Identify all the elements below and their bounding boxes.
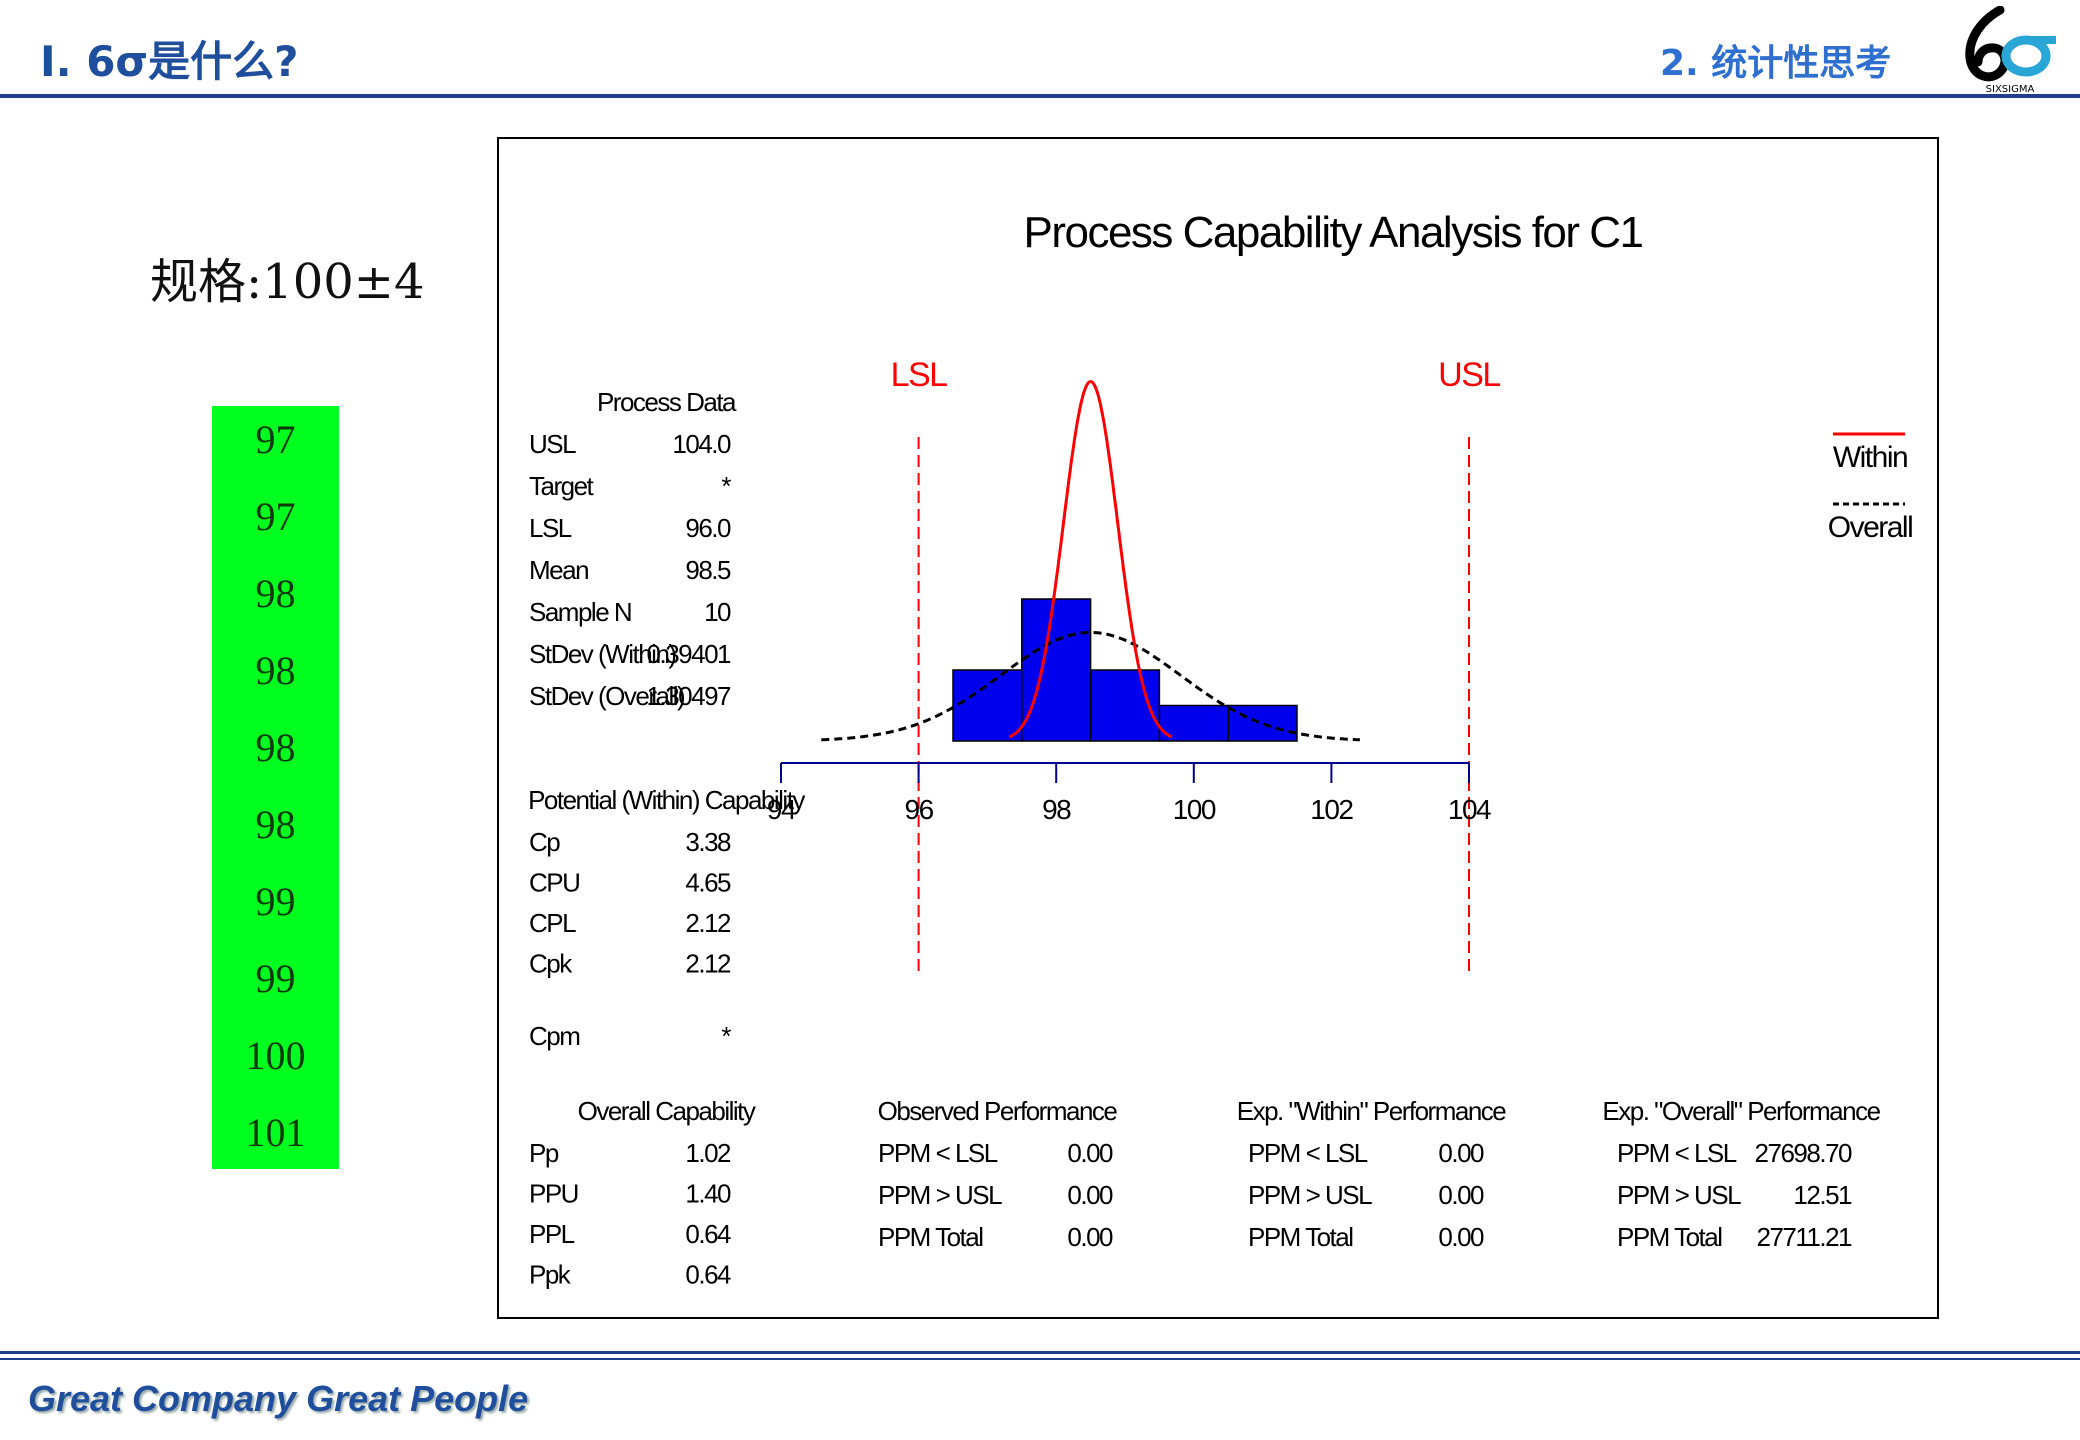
data-value: 98 (255, 802, 296, 847)
performance-table-heading: Exp. "Within" Performance (1237, 1096, 1507, 1126)
data-value: 98 (255, 571, 296, 616)
legend-overall-label: Overall (1828, 511, 1913, 544)
potential-capability-value: 4.65 (685, 868, 731, 898)
usl-label: USL (1438, 356, 1500, 394)
performance-table-value: 0.00 (1067, 1222, 1113, 1252)
performance-table-value: 27711.21 (1756, 1222, 1852, 1252)
overall-capability-label: PPU (529, 1179, 578, 1209)
process-data-value: 98.5 (685, 555, 731, 585)
overall-capability-label: Ppk (529, 1260, 572, 1290)
potential-capability-label: Cp (529, 827, 560, 857)
footer-divider (0, 1351, 2080, 1354)
data-value: 99 (255, 956, 296, 1001)
process-data-value: 104.0 (672, 429, 731, 459)
overall-capability-label: Pp (529, 1138, 559, 1168)
histogram-bar (952, 669, 1023, 742)
capability-chart-frame: Process Capability Analysis for C1 LSL U… (497, 137, 1939, 1319)
slide-section-title: Ⅰ. 6σ是什么? (40, 37, 299, 86)
performance-table-label: PPM < LSL (1248, 1138, 1368, 1168)
x-axis-tick-label: 102 (1310, 794, 1353, 825)
process-data-heading: Process Data (597, 387, 737, 417)
six-sigma-logo: SIXSIGMA (1965, 6, 2056, 94)
process-data-label: StDev (Within) (529, 639, 676, 669)
performance-table-value: 27698.70 (1755, 1138, 1852, 1168)
potential-capability-value: 2.12 (685, 949, 731, 979)
overall-capability-value: 0.64 (685, 1260, 731, 1290)
data-value: 98 (255, 648, 296, 693)
potential-capability-value: 2.12 (685, 908, 731, 938)
process-data-value: * (721, 471, 731, 501)
overall-curve (821, 631, 1360, 742)
potential-capability-label: Cpk (529, 949, 573, 979)
process-data-value: 1.30497 (647, 681, 732, 711)
data-value: 101 (245, 1110, 306, 1155)
overall-capability-label: PPL (529, 1219, 575, 1249)
x-axis-tick-label: 94 (767, 794, 796, 825)
process-data-label: Mean (529, 555, 588, 585)
histogram-bar (1227, 704, 1298, 742)
legend-within-label: Within (1833, 441, 1907, 474)
performance-table-label: PPM > USL (1617, 1180, 1741, 1210)
performance-table-value: 0.00 (1067, 1138, 1113, 1168)
x-axis-tick-label: 98 (1042, 794, 1071, 825)
slide-subsection-title: 2. 统计性思考 (1660, 43, 1892, 84)
within-curve (1008, 380, 1173, 739)
potential-capability-heading: Potential (Within) Capability (528, 785, 805, 815)
data-column: 97 97 98 98 98 98 99 99 100 101 (212, 406, 339, 1169)
footer-divider-thin (0, 1358, 2080, 1360)
performance-table-heading: Exp. "Overall" Performance (1602, 1096, 1880, 1126)
spec-label: 规格:100±4 (150, 254, 425, 310)
process-data-label: LSL (529, 513, 572, 543)
lsl-label: LSL (891, 356, 948, 394)
performance-table-label: PPM Total (1248, 1222, 1353, 1252)
process-data-label: StDev (Overall) (529, 681, 685, 711)
performance-table-value: 0.00 (1438, 1180, 1484, 1210)
cpm-label: Cpm (529, 1021, 579, 1051)
chart-title: Process Capability Analysis for C1 (1023, 208, 1642, 257)
performance-table-heading: Observed Performance (878, 1096, 1118, 1126)
overall-capability-value: 1.02 (685, 1138, 731, 1168)
histogram-bar (1021, 598, 1092, 742)
potential-capability-label: CPU (529, 868, 579, 898)
performance-table-label: PPM Total (1617, 1222, 1722, 1252)
performance-table-value: 0.00 (1067, 1180, 1113, 1210)
header-divider (0, 94, 2080, 98)
x-axis-tick-label: 100 (1173, 794, 1216, 825)
data-value: 98 (255, 725, 296, 770)
data-value: 97 (255, 494, 296, 539)
process-data-label: USL (529, 429, 576, 459)
logo-text: SIXSIGMA (1986, 84, 2035, 94)
performance-table-label: PPM > USL (1248, 1180, 1372, 1210)
performance-table-label: PPM > USL (878, 1180, 1002, 1210)
potential-capability-value: 3.38 (685, 827, 731, 857)
process-data-value: 96.0 (685, 513, 731, 543)
potential-capability-label: CPL (529, 908, 576, 938)
cpm-value: * (721, 1021, 731, 1051)
overall-capability-value: 1.40 (685, 1179, 731, 1209)
overall-capability-value: 0.64 (685, 1219, 731, 1249)
performance-table-label: PPM < LSL (1617, 1138, 1737, 1168)
data-value: 100 (245, 1033, 306, 1078)
performance-table-value: 12.51 (1793, 1180, 1852, 1210)
x-axis-tick-label: 104 (1448, 794, 1491, 825)
performance-table-value: 0.00 (1438, 1138, 1484, 1168)
performance-table-label: PPM < LSL (878, 1138, 998, 1168)
x-axis-tick-label: 96 (905, 794, 934, 825)
footer-slogan: Great Company Great People (28, 1378, 529, 1419)
process-data-label: Target (529, 471, 595, 501)
data-value: 99 (255, 879, 296, 924)
data-value: 97 (255, 417, 296, 462)
process-data-value: 0.39401 (647, 639, 732, 669)
capability-chart: Process Capability Analysis for C1 LSL U… (528, 208, 1914, 1290)
process-data-value: 10 (704, 597, 731, 627)
performance-table-label: PPM Total (878, 1222, 983, 1252)
overall-capability-heading: Overall Capability (578, 1096, 756, 1126)
performance-table-value: 0.00 (1438, 1222, 1484, 1252)
process-data-label: Sample N (529, 597, 631, 627)
